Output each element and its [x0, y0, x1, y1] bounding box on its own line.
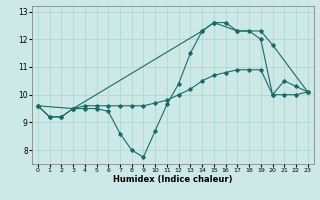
X-axis label: Humidex (Indice chaleur): Humidex (Indice chaleur) [113, 175, 233, 184]
